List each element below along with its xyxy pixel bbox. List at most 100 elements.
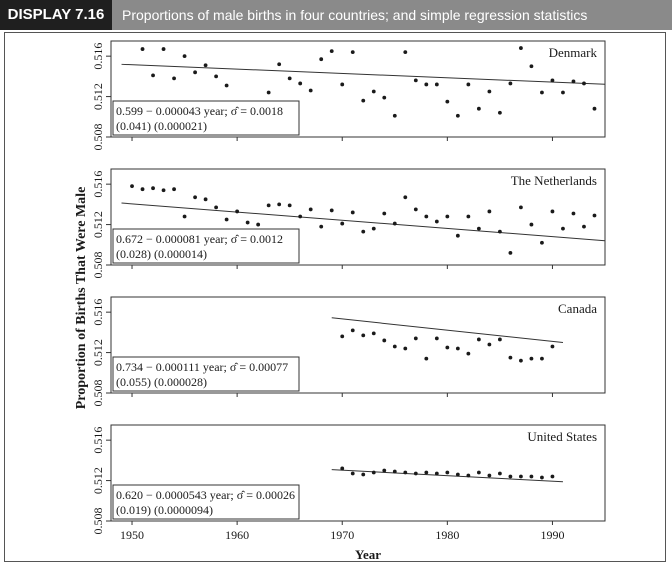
data-point-the-netherlands	[130, 184, 134, 189]
data-point-canada	[361, 333, 366, 338]
data-point-denmark	[455, 113, 460, 118]
data-point-denmark	[193, 70, 197, 75]
data-point-united-states	[529, 474, 534, 479]
data-point-the-netherlands	[561, 226, 565, 231]
data-point-the-netherlands	[256, 222, 261, 227]
data-point-the-netherlands	[151, 186, 155, 191]
data-point-denmark	[224, 83, 229, 88]
data-point-united-states	[434, 471, 439, 476]
regression-chart: Proportion of Births That Were Male0.508…	[74, 40, 606, 561]
data-point-the-netherlands	[277, 202, 282, 207]
data-point-united-states	[403, 470, 408, 475]
data-point-the-netherlands	[172, 187, 176, 192]
data-point-denmark	[413, 78, 418, 83]
data-point-canada	[540, 356, 544, 361]
data-point-united-states	[371, 470, 376, 475]
data-point-united-states	[455, 472, 460, 477]
x-tick-label: 1950	[120, 528, 144, 542]
std-error-text-the-netherlands: (0.028) (0.000014)	[116, 247, 207, 261]
y-tick-label: 0.516	[91, 427, 105, 454]
data-point-the-netherlands	[161, 188, 166, 193]
data-point-denmark	[434, 82, 439, 87]
data-point-denmark	[487, 89, 492, 94]
data-point-denmark	[151, 73, 155, 78]
regression-line-united-states	[331, 469, 563, 483]
y-tick-label: 0.512	[91, 467, 105, 494]
data-point-united-states	[350, 471, 355, 476]
data-point-denmark	[519, 46, 523, 50]
data-point-the-netherlands	[266, 203, 271, 208]
data-point-denmark	[371, 89, 376, 94]
data-point-denmark	[571, 79, 576, 84]
equation-text-denmark: 0.599 − 0.000043 year; σ̂ = 0.0018	[116, 104, 283, 118]
data-point-denmark	[392, 113, 397, 118]
data-point-denmark	[329, 49, 334, 54]
data-point-the-netherlands	[329, 208, 334, 213]
data-point-united-states	[519, 474, 523, 479]
data-point-united-states	[466, 473, 471, 478]
data-point-the-netherlands	[361, 229, 366, 234]
data-point-united-states	[382, 468, 387, 473]
data-point-the-netherlands	[287, 203, 292, 208]
data-point-denmark	[561, 90, 565, 95]
data-point-the-netherlands	[308, 207, 313, 212]
data-point-canada	[392, 344, 397, 349]
data-point-denmark	[497, 110, 502, 115]
data-point-the-netherlands	[519, 205, 523, 210]
data-point-canada	[508, 355, 513, 360]
x-tick-label: 1980	[435, 528, 459, 542]
data-point-the-netherlands	[193, 195, 197, 200]
data-point-canada	[413, 336, 418, 341]
data-point-denmark	[182, 54, 187, 59]
data-point-the-netherlands	[413, 207, 418, 212]
display-title: Proportions of male births in four count…	[112, 0, 672, 30]
data-point-denmark	[203, 63, 208, 68]
y-tick-label: 0.508	[91, 252, 105, 279]
data-point-the-netherlands	[582, 224, 586, 229]
equation-box-canada	[112, 356, 300, 392]
data-point-denmark	[445, 99, 450, 104]
y-tick-label: 0.512	[91, 83, 105, 110]
data-point-denmark	[476, 106, 481, 111]
equation-box-united-states	[112, 484, 300, 520]
panel-frame-united-states	[110, 424, 606, 522]
data-point-canada	[445, 345, 450, 350]
y-tick-label: 0.508	[91, 380, 105, 407]
data-point-the-netherlands	[592, 213, 597, 218]
regression-line-canada	[331, 317, 564, 343]
x-tick-label: 1990	[540, 528, 564, 542]
data-point-denmark	[340, 82, 345, 87]
data-point-the-netherlands	[424, 214, 429, 219]
panel-title-united-states: United States	[527, 429, 597, 444]
data-point-denmark	[382, 95, 387, 100]
std-error-text-denmark: (0.041) (0.000021)	[116, 119, 207, 133]
data-point-the-netherlands	[434, 219, 439, 224]
equation-text-canada: 0.734 − 0.000111 year; σ̂ = 0.00077	[116, 360, 288, 374]
y-axis-label: Proportion of Births That Were Male	[74, 187, 89, 410]
data-point-the-netherlands	[487, 209, 492, 214]
display-number: DISPLAY 7.16	[0, 0, 112, 30]
data-point-denmark	[361, 98, 366, 103]
data-point-denmark	[403, 50, 408, 55]
data-point-denmark	[540, 90, 544, 95]
y-tick-label: 0.516	[91, 43, 105, 70]
data-point-canada	[455, 346, 460, 351]
data-point-denmark	[266, 90, 271, 95]
data-point-denmark	[529, 64, 534, 69]
data-point-united-states	[361, 472, 366, 477]
data-point-the-netherlands	[508, 250, 513, 255]
data-point-the-netherlands	[403, 195, 408, 200]
data-point-denmark	[592, 106, 597, 111]
equation-text-the-netherlands: 0.672 − 0.000081 year; σ̂ = 0.0012	[116, 232, 283, 246]
equation-box-the-netherlands	[112, 228, 300, 264]
data-point-united-states	[424, 470, 429, 475]
data-point-the-netherlands	[382, 211, 387, 216]
data-point-the-netherlands	[350, 210, 355, 215]
data-point-the-netherlands	[245, 220, 250, 225]
data-point-denmark	[308, 88, 313, 93]
equation-box-denmark	[112, 100, 300, 136]
data-point-united-states	[508, 474, 513, 479]
data-point-canada	[529, 356, 534, 361]
data-point-denmark	[287, 76, 292, 81]
data-point-united-states	[550, 474, 555, 479]
